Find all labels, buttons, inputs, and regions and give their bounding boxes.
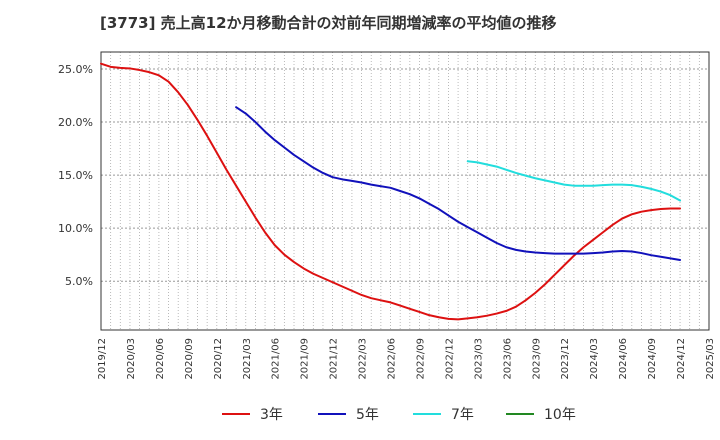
- y-tick-label: 15.0%: [58, 169, 93, 182]
- x-tick-label: 2023/03: [473, 338, 484, 380]
- x-tick-label: 2022/06: [387, 338, 398, 380]
- x-tick-label: 2021/12: [329, 338, 340, 380]
- y-tick-label: 25.0%: [58, 63, 93, 76]
- series-line: [100, 62, 682, 321]
- x-tick-label: 2024/09: [647, 338, 658, 380]
- x-tick-label: 2024/12: [676, 338, 687, 380]
- x-tick-label: 2024/03: [589, 338, 600, 380]
- legend-label: 5年: [356, 407, 379, 423]
- chart-title: [3773] 売上高12か月移動合計の対前年同期増減率の平均値の推移: [100, 14, 557, 32]
- legend: 3年 5年 7年 10年: [222, 407, 576, 423]
- y-tick-label: 5.0%: [65, 275, 93, 288]
- x-axis-ticks: 2019/12 2020/03 2020/06 2020/09 2020/12 2021/…: [97, 338, 716, 380]
- x-tick-label: 2020/09: [184, 338, 195, 380]
- x-tick-label: 2020/03: [126, 338, 137, 380]
- x-tick-label: 2020/06: [155, 338, 166, 380]
- x-tick-label: 2020/12: [213, 338, 224, 380]
- legend-label: 3年: [260, 407, 283, 423]
- series-layer: [100, 62, 682, 321]
- series-line: [466, 160, 682, 202]
- legend-label: 10年: [544, 407, 576, 423]
- legend-label: 7年: [451, 407, 474, 423]
- x-tick-label: 2023/06: [502, 338, 513, 380]
- y-tick-label: 20.0%: [58, 116, 93, 129]
- x-tick-label: 2022/12: [444, 338, 455, 380]
- x-tick-label: 2021/09: [300, 338, 311, 380]
- x-tick-label: 2023/12: [560, 338, 571, 380]
- x-tick-label: 2025/03: [705, 338, 716, 380]
- x-tick-label: 2021/03: [242, 338, 253, 380]
- x-tick-label: 2023/09: [531, 338, 542, 380]
- y-tick-label: 10.0%: [58, 222, 93, 235]
- x-tick-label: 2022/03: [358, 338, 369, 380]
- y-axis-ticks: 5.0% 10.0% 15.0% 20.0% 25.0%: [58, 63, 93, 288]
- x-tick-label: 2022/09: [415, 338, 426, 380]
- x-tick-label: 2019/12: [97, 338, 108, 380]
- grid-layer: [101, 52, 709, 330]
- x-tick-label: 2021/06: [271, 338, 282, 380]
- plot-frame: [100, 51, 710, 331]
- x-tick-label: 2024/06: [618, 338, 629, 380]
- series-line: [235, 106, 682, 261]
